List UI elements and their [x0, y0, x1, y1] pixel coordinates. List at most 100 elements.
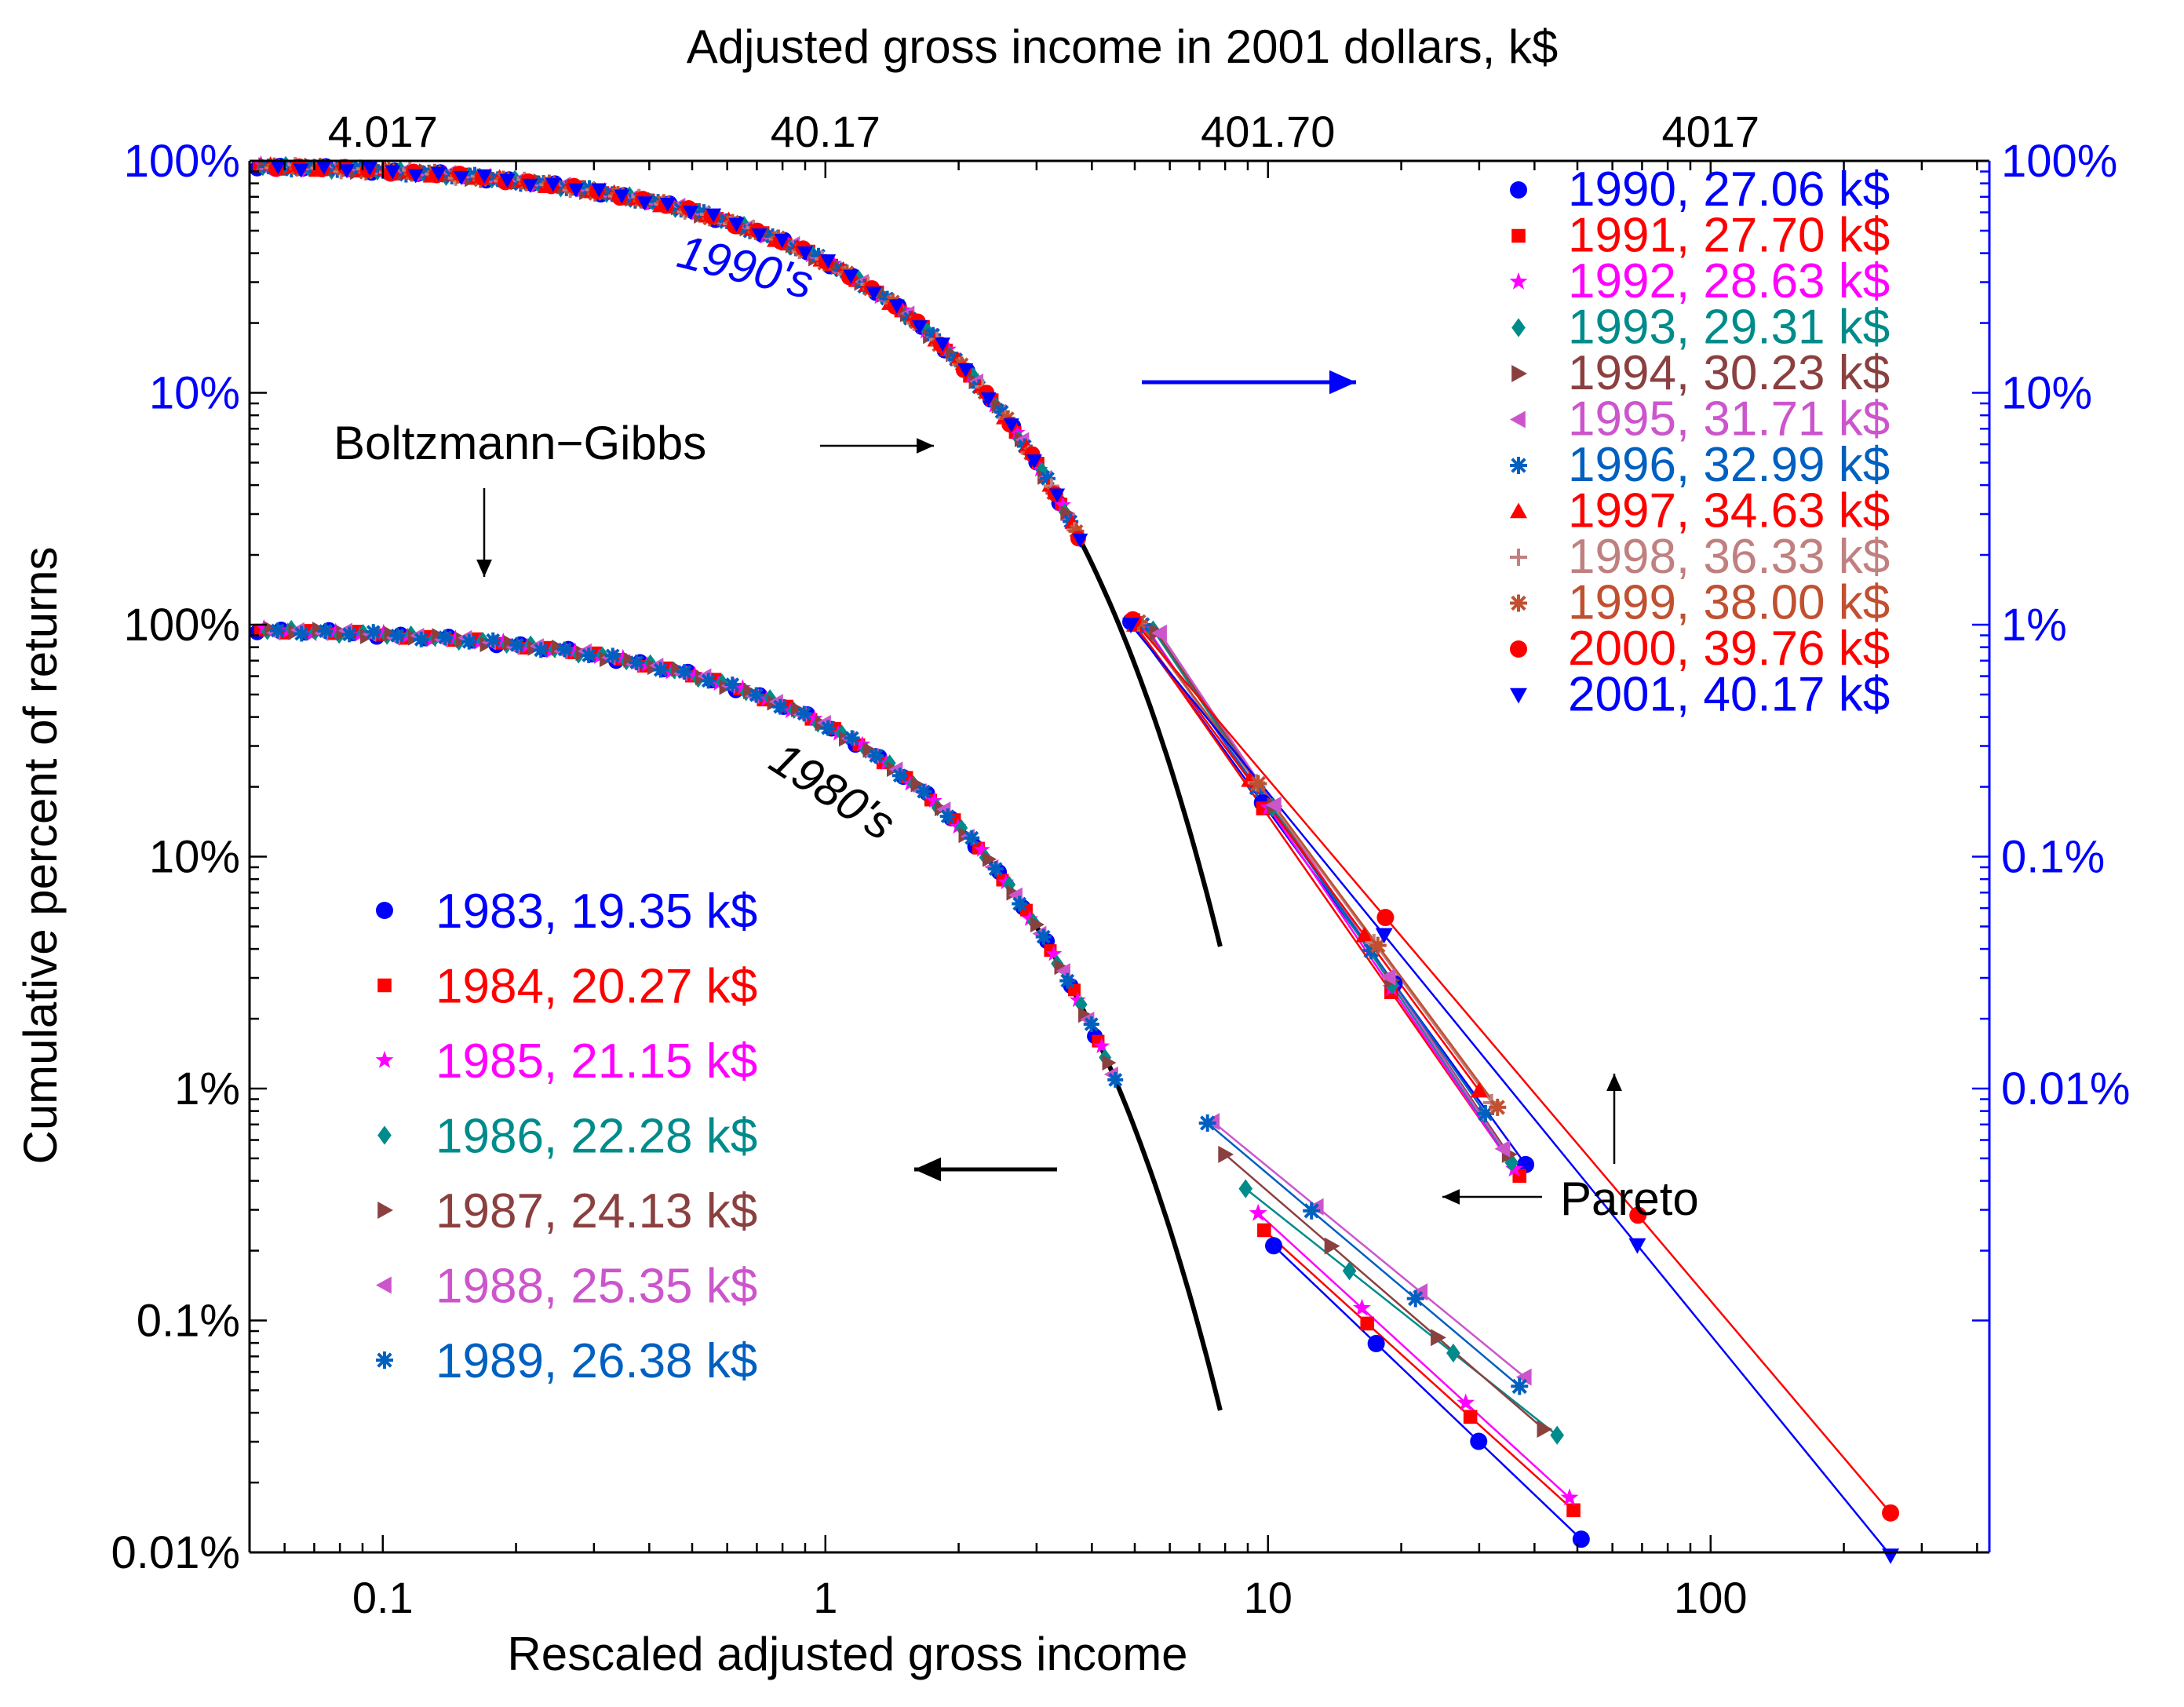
bg-point-1990s-2001-marker	[1003, 418, 1019, 433]
bg-point-1990s-2001-marker	[430, 166, 447, 181]
legend-1990s-1996-label: 1996, 32.99 k$	[1568, 438, 1890, 492]
y-tick-label-lower: 0.01%	[111, 1527, 240, 1578]
bg-point-1990s-2001-marker	[614, 189, 630, 204]
y-tick-label-upper: 100%	[124, 136, 240, 187]
legend-1980s-1985-marker	[375, 1050, 394, 1068]
pareto-1990s-2000-marker	[1376, 909, 1395, 927]
bg-point-1980s-1985-marker	[1069, 991, 1086, 1008]
y-tick-label-right: 0.1%	[2001, 832, 2105, 883]
y-tick-label-upper: 10%	[149, 368, 240, 419]
legend-1990s-1999-marker	[1510, 594, 1527, 612]
pareto-1990s-1997-marker	[1355, 926, 1373, 943]
pareto-1980s-1987-marker	[1537, 1420, 1553, 1438]
pareto-1980s-1989-marker	[1511, 1377, 1529, 1395]
legend-1990s-1990-label: 1990, 27.06 k$	[1568, 162, 1890, 217]
pareto-1980s-1985-marker	[1560, 1488, 1579, 1506]
pareto-1990s-1999-marker	[1489, 1098, 1507, 1116]
pareto-1980s-1987-marker	[1218, 1145, 1234, 1163]
bg-point-1980s-1987-marker	[743, 683, 758, 699]
bg-point-1990s-1992-marker	[1008, 424, 1026, 440]
bg-point-1990s-2001-marker	[1049, 488, 1066, 503]
bg-point-1990s-2001-marker	[866, 286, 882, 301]
pareto-1980s-1984-marker	[1360, 1316, 1375, 1331]
legend-1980s-1983-label: 1983, 19.35 k$	[436, 885, 757, 939]
x-tick-label: 1	[813, 1573, 837, 1622]
legend-1990s-1998-label: 1998, 36.33 k$	[1568, 530, 1890, 584]
legend-1990s-1992-label: 1992, 28.63 k$	[1568, 254, 1890, 308]
bg-point-1980s-1989-marker	[485, 632, 501, 648]
bg-point-1990s-2001-marker	[636, 196, 653, 211]
pareto-1990s-2001-marker	[1882, 1548, 1900, 1564]
bg-point-1980s-1989-marker	[533, 642, 549, 658]
bg-point-1980s-1985-marker	[925, 792, 943, 808]
pareto-1980s-1983-marker	[1367, 1334, 1385, 1352]
bg-point-1990s-2001-marker	[751, 228, 767, 243]
bg-point-1980s-1985-marker	[854, 735, 871, 752]
legend-1980s-1988-label: 1988, 25.35 k$	[436, 1260, 757, 1314]
arrow-boltzmann-down	[476, 488, 492, 577]
bg-point-1980s-1989-marker	[1059, 972, 1076, 989]
bg-point-1980s-1989-marker	[820, 720, 837, 736]
pareto-1990s-1999-line	[1137, 621, 1499, 1108]
legend-1990s-1995-label: 1995, 31.71 k$	[1568, 392, 1890, 447]
pareto-1980s-1985-marker	[1249, 1203, 1267, 1221]
bg-point-1990s-2001-marker	[659, 197, 676, 212]
bg-point-1980s-1989-marker	[509, 636, 525, 653]
legend-1990s-1994-marker	[1511, 365, 1527, 382]
bg-point-1980s-1989-marker	[891, 768, 908, 784]
bg-point-1980s-1987-marker	[862, 742, 877, 758]
y-tick-label-right: 0.01%	[2001, 1063, 2130, 1114]
bg-point-1980s-1987-marker	[1102, 1055, 1117, 1071]
legend-1980s-1984-marker	[377, 978, 392, 993]
bg-point-1990s-2001-marker	[888, 299, 905, 314]
legend-1990s-2001-label: 2001, 40.17 k$	[1568, 668, 1890, 722]
bg-point-1990s-2001-marker	[1072, 533, 1088, 548]
label-pareto: Pareto	[1560, 1173, 1699, 1225]
pareto-1980s-1988-marker	[1515, 1368, 1532, 1386]
y-tick-label-right: 1%	[2001, 600, 2067, 651]
bg-point-1990s-2001-marker	[453, 170, 469, 185]
legend-1990s-1993-marker	[1511, 318, 1526, 337]
legend-1980s-1989-marker	[376, 1351, 393, 1369]
pareto-1980s-1989-marker	[1198, 1114, 1216, 1132]
pareto-1980s-1988-marker	[1412, 1283, 1428, 1301]
pareto-1980s-1989-marker	[1406, 1289, 1424, 1308]
bg-point-1990s-2001-marker	[476, 169, 493, 184]
pareto-1980s-1986-marker	[1550, 1425, 1564, 1445]
pareto-1980s-1986-marker	[1238, 1179, 1253, 1198]
pareto-1980s-1983-marker	[1265, 1237, 1283, 1255]
pareto-1990s-2000-line	[1132, 618, 1892, 1514]
bg-point-1980s-1985-marker	[494, 633, 512, 648]
arrow-boltzmann-right	[820, 438, 934, 454]
bg-point-1980s-1989-marker	[724, 677, 741, 693]
bg-point-1980s-1989-marker	[389, 627, 406, 644]
bg-point-1980s-1989-marker	[317, 622, 334, 639]
legend-1990s-1997-label: 1997, 34.63 k$	[1568, 484, 1890, 538]
bg-point-1990s-2001-marker	[957, 363, 974, 378]
pareto-1980s-1989-line	[1206, 1122, 1521, 1388]
pareto-1980s-1983-line	[1273, 1245, 1582, 1541]
bg-point-1980s-1989-marker	[700, 673, 716, 689]
bg-point-1980s-1987-marker	[983, 851, 997, 867]
bg-point-1980s-1985-marker	[734, 679, 751, 695]
y-tick-label-right: 10%	[2001, 368, 2092, 419]
bg-point-1980s-1989-marker	[269, 622, 286, 639]
legend-1980s-1989-label: 1989, 26.38 k$	[436, 1334, 757, 1388]
bg-point-1990s-2001-marker	[682, 206, 698, 221]
bg-point-1990s-1994-marker	[991, 397, 1006, 414]
bg-point-1990s-2001-marker	[911, 320, 928, 335]
bg-point-1980s-1989-marker	[1012, 895, 1028, 912]
pareto-1980s-1984-marker	[1257, 1223, 1271, 1238]
bg-point-1980s-1985-marker	[686, 666, 703, 682]
legend-1980s-1987-label: 1987, 24.13 k$	[436, 1184, 757, 1238]
bg-point-1980s-1989-marker	[437, 629, 454, 646]
bg-point-1980s-1985-marker	[806, 709, 823, 726]
bg-point-1990s-1992-marker	[1055, 496, 1071, 512]
pareto-1980s-1984-marker	[1566, 1503, 1581, 1518]
y-tick-label-lower: 100%	[124, 600, 240, 651]
bg-point-1980s-1987-marker	[910, 776, 925, 793]
bg-point-1980s-1989-marker	[629, 655, 645, 671]
legend-1980s-1986-marker	[377, 1125, 392, 1145]
bg-point-1980s-1989-marker	[939, 808, 956, 825]
